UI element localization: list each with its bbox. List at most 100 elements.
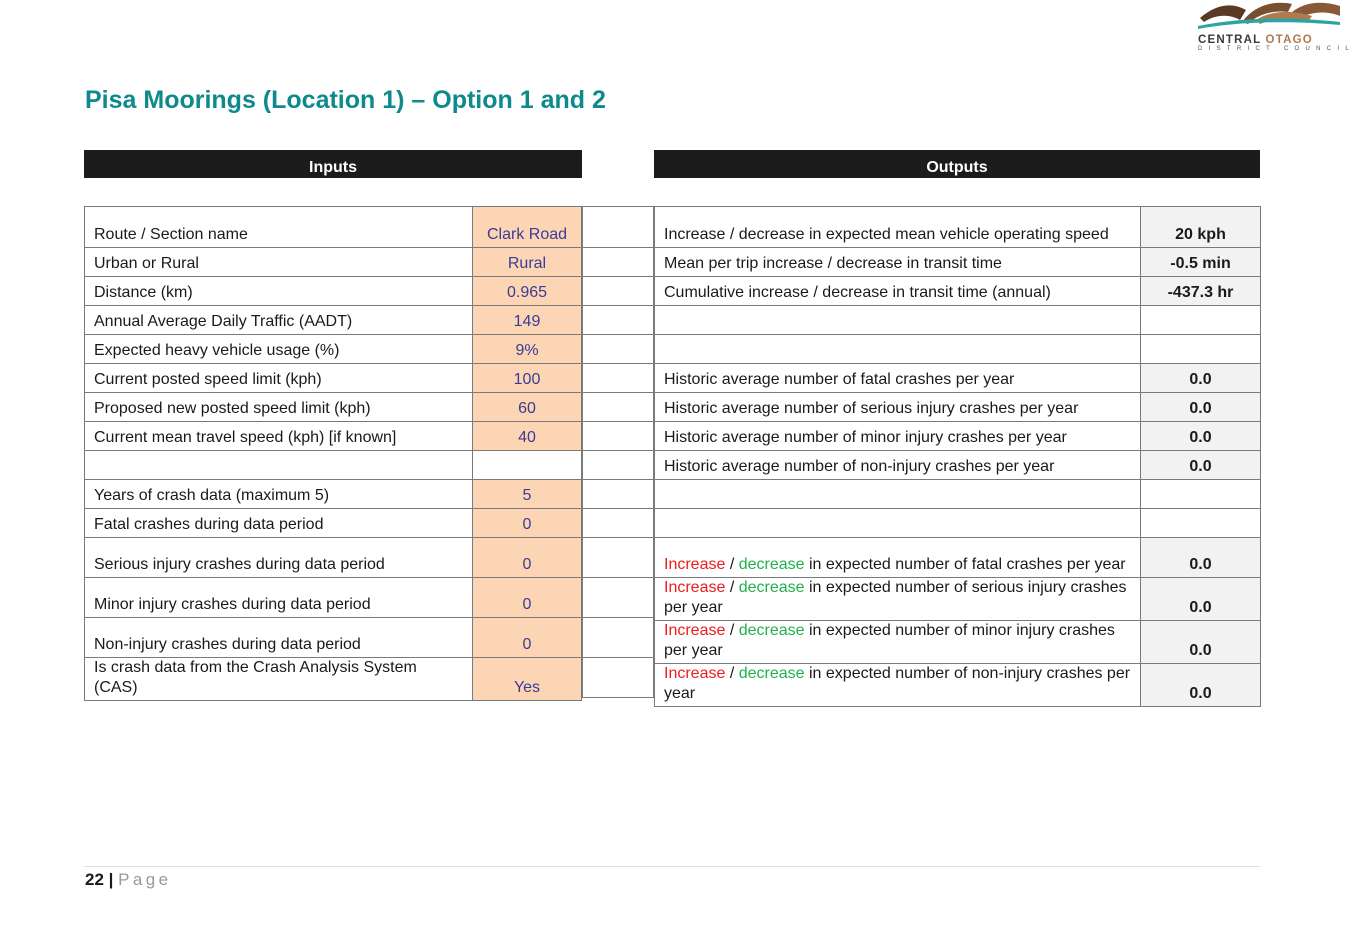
input-row: Distance (km) 0.965 [84,276,582,306]
output-label: Cumulative increase / decrease in transi… [654,276,1141,306]
input-value: 149 [472,305,582,335]
input-value: 60 [472,392,582,422]
input-value [472,450,582,480]
input-label: Minor injury crashes during data period [84,577,473,618]
output-row: Increase / decrease in expected number o… [654,537,1261,578]
input-label: Annual Average Daily Traffic (AADT) [84,305,473,335]
input-label: Serious injury crashes during data perio… [84,537,473,578]
input-row: Years of crash data (maximum 5) 5 [84,479,582,509]
spacer-cell [582,617,654,658]
spacer-cell [582,305,654,335]
input-label: Current mean travel speed (kph) [if know… [84,421,473,451]
page-word: Page [118,870,172,889]
output-label-text: in expected number of serious injury cra… [664,579,1127,616]
input-row: Current posted speed limit (kph) 100 [84,363,582,393]
input-row: Urban or Rural Rural [84,247,582,277]
output-value: 0.0 [1140,620,1261,664]
output-value: 0.0 [1140,450,1261,480]
input-row: Proposed new posted speed limit (kph) 60 [84,392,582,422]
input-row [84,450,582,480]
input-value: Clark Road [472,206,582,248]
input-label: Non-injury crashes during data period [84,617,473,658]
increase-text: Increase [664,665,726,682]
input-row: Serious injury crashes during data perio… [84,537,582,578]
logo-wordmark: CENTRAL OTAGO [1198,34,1313,46]
decrease-text: decrease [738,579,805,596]
input-value: 0 [472,508,582,538]
input-value: 0 [472,577,582,618]
input-row: Minor injury crashes during data period 0 [84,577,582,618]
output-label: Increase / decrease in expected mean veh… [654,206,1141,248]
spacer-cell [582,206,654,248]
input-label: Proposed new posted speed limit (kph) [84,392,473,422]
logo-landscape-icon [1198,2,1340,29]
output-label [654,508,1141,538]
input-row: Expected heavy vehicle usage (%) 9% [84,334,582,364]
output-value: -0.5 min [1140,247,1261,277]
spacer-cell [582,363,654,393]
input-label: Current posted speed limit (kph) [84,363,473,393]
decrease-text: decrease [738,665,805,682]
output-row: Increase / decrease in expected number o… [654,620,1261,664]
output-label: Historic average number of non-injury cr… [654,450,1141,480]
logo-subtitle: DISTRICT COUNCIL [1198,46,1356,52]
output-row: Historic average number of non-injury cr… [654,450,1261,480]
page-number: 22 [85,870,104,889]
spacer-cell [582,657,654,698]
output-row: Increase / decrease in expected mean veh… [654,206,1261,248]
output-value: 0.0 [1140,577,1261,621]
output-value [1140,508,1261,538]
input-value: 40 [472,421,582,451]
input-value: Yes [472,657,582,701]
output-value: 0.0 [1140,537,1261,578]
output-row [654,334,1261,364]
increase-text: Increase [664,622,726,639]
output-row [654,305,1261,335]
output-value: -437.3 hr [1140,276,1261,306]
slash-text: / [725,622,739,639]
decrease-text: decrease [738,556,805,573]
spacer-cell [582,577,654,618]
footer-divider [84,866,1260,867]
output-label: Historic average number of minor injury … [654,421,1141,451]
spacer-cell [582,276,654,306]
output-value [1140,334,1261,364]
output-label [654,305,1141,335]
output-value [1140,305,1261,335]
output-row [654,479,1261,509]
output-value: 0.0 [1140,363,1261,393]
outputs-table: Increase / decrease in expected mean veh… [654,206,1261,707]
input-row: Current mean travel speed (kph) [if know… [84,421,582,451]
input-value: 5 [472,479,582,509]
input-label: Route / Section name [84,206,473,248]
output-label [654,334,1141,364]
input-value: 0.965 [472,276,582,306]
output-row: Cumulative increase / decrease in transi… [654,276,1261,306]
input-value: 0 [472,537,582,578]
inputs-header: Inputs [84,150,582,178]
output-value: 0.0 [1140,421,1261,451]
spacer-cell [582,247,654,277]
output-row [654,508,1261,538]
outputs-header: Outputs [654,150,1260,178]
output-row: Historic average number of serious injur… [654,392,1261,422]
output-label: Historic average number of fatal crashes… [654,363,1141,393]
input-label: Years of crash data (maximum 5) [84,479,473,509]
input-label: Is crash data from the Crash Analysis Sy… [84,657,473,701]
input-label: Fatal crashes during data period [84,508,473,538]
output-row: Mean per trip increase / decrease in tra… [654,247,1261,277]
output-row: Historic average number of minor injury … [654,421,1261,451]
input-row: Is crash data from the Crash Analysis Sy… [84,657,582,701]
output-label: Increase / decrease in expected number o… [654,663,1141,707]
input-row: Annual Average Daily Traffic (AADT) 149 [84,305,582,335]
input-row: Fatal crashes during data period 0 [84,508,582,538]
council-logo: CENTRAL OTAGO DISTRICT COUNCIL [1196,0,1349,58]
output-label: Increase / decrease in expected number o… [654,537,1141,578]
inputs-table: Route / Section name Clark Road Urban or R… [84,206,582,701]
increase-text: Increase [664,579,726,596]
spacer-cell [582,450,654,480]
footer-separator: | [103,870,119,889]
output-row: Increase / decrease in expected number o… [654,577,1261,621]
input-label: Distance (km) [84,276,473,306]
input-label [84,450,473,480]
